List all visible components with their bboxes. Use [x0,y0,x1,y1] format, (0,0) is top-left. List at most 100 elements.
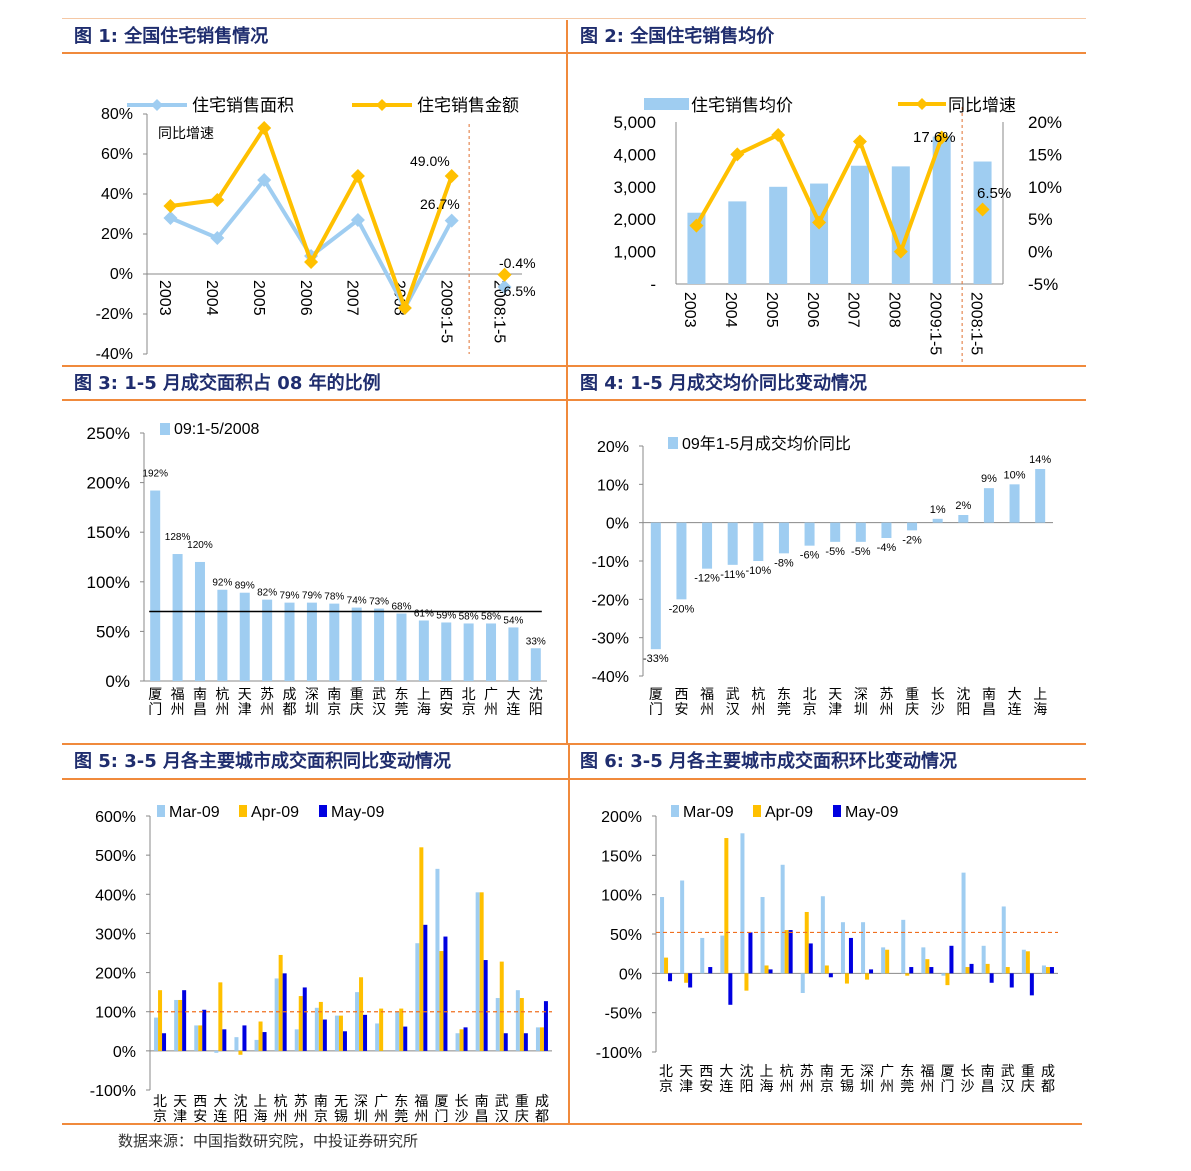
panel-chart-4: 图 4: 1-5 月成交均价同比变动情况 20% 10% 0% -10% -20% -30… [568,367,1086,742]
legend-swatch [833,805,841,817]
y-tick-label: 100% [601,888,642,905]
bar [800,973,805,993]
data-label: 128% [165,532,191,543]
x-tick-label-char: 成 [1041,1063,1055,1079]
x-tick-label-char: 连 [506,701,520,717]
x-tick-label: 北京 [803,686,817,717]
bar [359,977,364,1051]
data-point [812,215,827,230]
legend-label: May-09 [845,804,898,821]
x-tick-label-char: 安 [699,1078,713,1094]
bar [850,165,869,284]
bar [748,932,753,974]
x-tick-label-char: 福 [414,1093,428,1109]
data-label: -20% [669,603,695,615]
y-tick-label: 250% [87,424,130,443]
chart-3-title: 图 3: 1-5 月成交面积占 08 年的比例 [74,373,381,394]
x-tick-label-char: 连 [213,1108,227,1123]
x-tick-label: 杭州 [215,686,229,717]
x-tick-label: 2003 [681,292,698,328]
x-tick-label-char: 大 [213,1093,227,1109]
bar [1009,484,1020,523]
x-tick-label-char: 州 [294,1108,308,1123]
x-tick-label-char: 州 [414,1108,428,1123]
x-tick-label: 西安 [674,686,688,717]
x-tick-label-char: 厦 [940,1063,954,1079]
bar [396,613,407,681]
x-tick-label: 武汉 [372,686,386,717]
y-tick-label-right: -5% [1028,275,1058,294]
x-tick-label-char: 州 [700,701,714,717]
bar [680,880,685,974]
chart-6-title: 图 6: 3-5 月各主要城市成交面积环比变动情况 [580,751,958,772]
x-tick-label: 西安 [439,686,453,717]
bar [162,1033,167,1051]
bar [780,864,785,974]
chart-2-title: 图 2: 全国住宅销售均价 [580,26,775,47]
x-tick-label-char: 杭 [780,1063,794,1079]
x-tick-label-char: 北 [803,686,817,702]
bar [338,1015,343,1051]
x-tick-label: 南昌 [982,686,996,717]
y-tick-label: -50% [605,1006,642,1023]
data-point [852,134,867,149]
x-tick-label-char: 海 [760,1078,774,1094]
bar [174,999,179,1051]
x-tick-label-char: 都 [535,1108,549,1123]
bar [374,608,385,681]
x-tick-label: 沈阳 [233,1093,247,1123]
bar [441,622,452,681]
x-tick-label: 北京 [153,1093,167,1123]
chart-1-title: 图 1: 全国住宅销售情况 [74,26,269,47]
bar [214,1050,219,1053]
x-tick-label: 南昌 [981,1063,995,1094]
bar [828,973,833,978]
bar [254,1039,259,1051]
top-rule [62,18,1086,19]
bar [274,978,279,1051]
data-label: 73% [369,597,389,608]
y-tick-label: 0% [113,1044,136,1061]
x-tick-label-char: 杭 [215,686,229,702]
legend-swatch [157,805,165,817]
x-tick-label: 2005 [763,292,780,328]
x-tick-label: 南昌 [193,686,207,717]
rule-row2 [62,399,1086,401]
data-label: 120% [187,540,213,551]
bar [824,965,829,974]
bar [885,949,890,974]
legend-label: 住宅销售均价 [691,96,793,115]
bar [1009,973,1014,988]
bar [983,488,994,523]
x-tick-label: 厦门 [148,686,162,717]
bar [415,943,420,1051]
data-label: 78% [324,592,344,603]
data-label: 10% [1004,469,1026,481]
x-tick-label-char: 杭 [274,1093,288,1109]
x-tick-label-char: 西 [193,1093,207,1109]
y-tick-label: -40% [96,346,133,363]
bar [676,522,687,600]
x-tick-label: 深圳 [854,686,868,717]
legend-swatch [668,437,678,449]
bar [687,212,706,284]
x-tick-label-char: 天 [173,1093,187,1109]
bar [989,973,994,983]
bar [768,969,773,974]
y-tick-label-right: 0% [1028,243,1053,262]
bar [318,1001,323,1051]
bar [945,973,950,986]
x-tick-label-char: 南 [314,1093,328,1109]
x-tick-label-char: 福 [920,1063,934,1079]
bar [302,987,307,1051]
data-label: 79% [280,591,300,602]
chart-6-svg: 200% 150% 100% 50% 0% -50% -100% Mar-09 Apr-09 Ma… [596,804,1058,1094]
data-label: 68% [391,602,411,613]
bar [523,1033,528,1051]
rule-row2-bottom [62,743,1086,745]
bar [810,183,829,284]
divider-row2 [566,367,568,743]
x-tick-label-char: 连 [719,1078,733,1094]
data-point [771,127,786,142]
bar [355,992,360,1051]
